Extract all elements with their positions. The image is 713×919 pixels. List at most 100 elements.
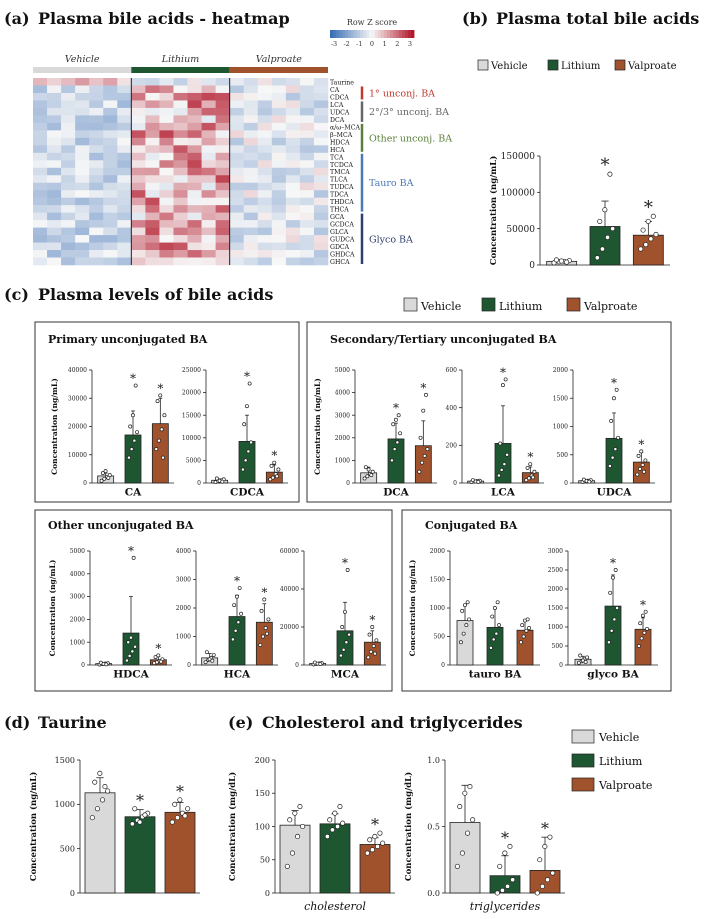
heatmap-cell <box>285 78 301 86</box>
data-point <box>244 404 249 409</box>
bar-lithium <box>336 630 354 666</box>
heatmap-cell <box>201 205 216 213</box>
heatmap-cell <box>243 242 259 251</box>
data-point <box>497 863 503 869</box>
heatmap-cell <box>103 137 118 146</box>
data-point <box>271 475 275 480</box>
data-point <box>609 418 614 423</box>
x-axis-label: tauro BA <box>469 669 522 681</box>
data-point <box>234 594 239 599</box>
data-point <box>607 464 612 468</box>
x-axis-label: CDCA <box>230 487 265 499</box>
heatmap-cell <box>271 130 287 139</box>
data-point <box>132 438 137 443</box>
heatmap-cell <box>117 92 132 101</box>
heatmap-cell <box>187 242 202 251</box>
heatmap-cell <box>187 100 202 109</box>
heatmap-cell <box>313 92 329 101</box>
panel-c-box <box>401 509 672 692</box>
heatmap-row-label: GCA <box>330 214 345 221</box>
heatmap-cell <box>89 212 104 221</box>
data-point <box>155 399 160 404</box>
heatmap-cell <box>215 107 230 116</box>
heatmap-cell <box>33 220 48 228</box>
panel-c-box-title: Primary unconjugated BA <box>48 333 208 346</box>
heatmap-cell <box>131 227 146 236</box>
data-point <box>645 218 651 224</box>
data-point <box>492 606 497 610</box>
heatmap-cell <box>89 250 104 258</box>
heatmap-group-bar <box>131 67 230 73</box>
heatmap-cell <box>145 220 160 228</box>
heatmap-cell <box>257 205 273 213</box>
data-point <box>460 608 465 613</box>
heatmap-cell <box>103 160 118 169</box>
heatmap-row-label: GCDCA <box>330 222 354 229</box>
heatmap-cell <box>89 92 104 101</box>
scale-swatch <box>339 30 343 38</box>
legend-label: Vehicle <box>420 300 461 313</box>
heatmap-cell <box>47 122 62 131</box>
data-point <box>366 467 371 472</box>
scale-swatch <box>405 30 409 38</box>
data-point <box>607 171 613 177</box>
bar-lithium <box>319 823 351 894</box>
scale-swatch <box>351 30 355 38</box>
heatmap-cell <box>201 235 216 243</box>
heatmap-cell <box>271 107 287 116</box>
y-axis-label: Concentration (ng/mL) <box>48 560 57 657</box>
heatmap-cell <box>89 78 104 86</box>
x-axis-label: HCA <box>224 669 251 681</box>
heatmap-cell <box>145 197 160 206</box>
heatmap-cell <box>173 92 188 101</box>
heatmap-cell <box>285 122 301 131</box>
x-axis-label: UDCA <box>597 487 633 499</box>
heatmap-cell <box>299 115 315 124</box>
heatmap-cell <box>89 100 104 109</box>
y-axis-label: Concentration (ng/mL) <box>408 560 417 657</box>
chart-MCA: 0 20000 40000 60000 * * MCA <box>280 548 386 681</box>
heatmap-cell <box>61 115 76 124</box>
heatmap-cell <box>47 205 62 213</box>
data-point <box>297 803 303 810</box>
heatmap-cell <box>47 85 62 94</box>
heatmap-cell <box>131 250 146 258</box>
y-tick-label: 1000 <box>430 605 445 612</box>
legend-swatch-vehicle <box>477 59 489 71</box>
heatmap-cell <box>271 137 287 146</box>
y-tick-label: 50000 <box>506 225 535 235</box>
heatmap-cell <box>103 205 118 213</box>
heatmap-cell <box>47 212 62 221</box>
heatmap-cell <box>201 257 216 266</box>
heatmap-cell <box>299 137 315 146</box>
heatmap-cell <box>33 122 48 131</box>
heatmap-cell <box>271 205 287 213</box>
heatmap-cell <box>173 242 188 251</box>
heatmap-cell <box>131 190 146 198</box>
heatmap-cell <box>243 115 259 124</box>
y-tick-label: 1500 <box>55 756 75 765</box>
data-point <box>638 621 643 626</box>
heatmap-cell <box>61 130 76 139</box>
data-point <box>550 870 556 876</box>
heatmap-cell <box>313 78 329 86</box>
heatmap-cell <box>89 130 104 139</box>
heatmap-cell <box>131 182 146 191</box>
panel-c-box <box>34 321 300 503</box>
heatmap-cell <box>243 78 259 86</box>
data-point <box>242 422 247 427</box>
y-tick-label: 0 <box>83 480 87 487</box>
heatmap-cell <box>61 175 76 184</box>
heatmap-cell <box>285 235 301 243</box>
y-tick-label: 0 <box>564 480 568 487</box>
data-point <box>374 638 379 643</box>
heatmap-cell <box>173 137 188 146</box>
heatmap-row-label: THDCA <box>330 199 354 206</box>
heatmap-cell <box>229 205 245 213</box>
heatmap-cell <box>159 220 174 228</box>
significance-star: * <box>638 437 644 451</box>
row-group-label: 2°/3° unconj. BA <box>369 107 449 118</box>
y-tick-label: 4000 <box>176 548 191 555</box>
data-point <box>527 476 531 481</box>
heatmap-cell <box>229 227 245 236</box>
